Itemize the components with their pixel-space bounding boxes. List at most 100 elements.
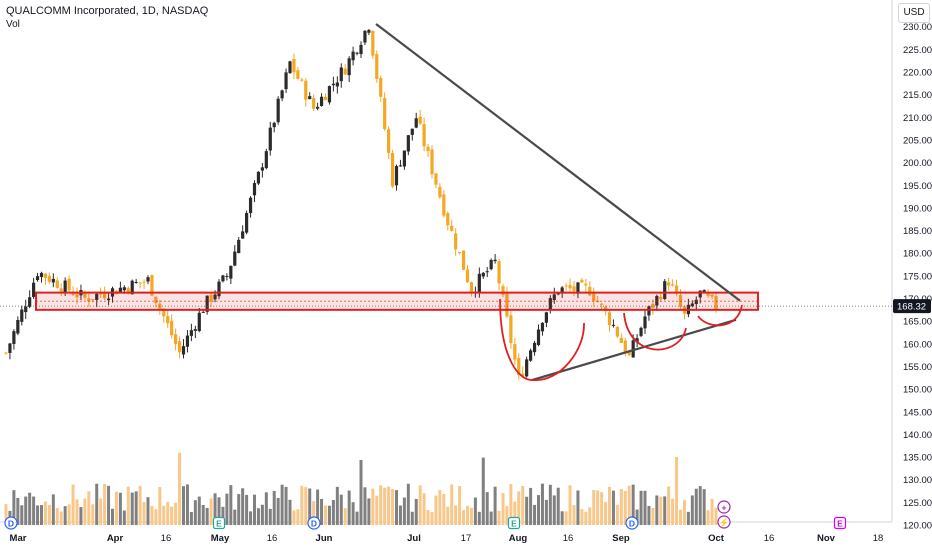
candle-body [671,284,675,286]
candle-body [209,294,213,302]
candle-body [181,346,186,355]
volume-bar [111,508,114,525]
volume-bar [47,504,51,525]
candle-body [28,297,32,307]
volume-bar [367,498,371,525]
volume-bar [552,495,556,525]
event-marker-label: E [216,518,222,528]
volume-bar [351,502,355,525]
currency-button[interactable]: USD [898,3,930,23]
volume-bar [473,497,477,525]
candle-body [252,183,257,196]
candle-body [627,351,631,356]
candle-body [517,358,521,376]
candle-body [95,293,99,300]
volume-bar [647,505,651,525]
candle-body [584,283,588,286]
candle-body [233,251,237,266]
candle-body [690,303,694,307]
volume-bar [533,504,537,525]
volume-bar [288,499,292,525]
candle-body [493,259,497,262]
volume-bar [529,487,533,525]
candle-body [248,197,253,214]
volume-bar [150,505,154,525]
volume-bar [185,484,189,525]
candle-body [544,312,548,323]
volume-bar [36,505,40,525]
volume-bar [300,485,304,525]
volume-bar [698,486,702,525]
volume-bar [418,485,422,525]
volume-bar [667,486,671,525]
volume-bar [406,483,410,525]
volume-bar [556,487,560,525]
volume-bar [221,506,225,525]
candle-body [580,279,584,283]
candle-body [166,316,170,324]
candle-body [631,340,635,358]
candle-body [694,299,698,305]
volume-bar [197,496,201,525]
volume-bar [166,502,170,525]
candle-body [710,294,714,297]
volume-bar [686,511,690,525]
candle-body [339,67,343,82]
candle-body [288,61,292,73]
price-tick-label: 185.00 [903,226,932,237]
volume-bar [560,511,564,525]
volume-bar [241,488,245,525]
volume-bar [584,511,588,525]
volume-bar [91,504,95,525]
volume-bar [99,498,103,525]
dividend-marker [4,516,18,530]
volume-bar [564,511,568,525]
candle-body [154,296,158,304]
candle-body [225,276,229,278]
price-tick-label: 125.00 [903,498,932,509]
volume-bar [458,486,462,525]
candle-body [359,44,363,55]
volume-bar [130,492,134,525]
candle-body [371,30,375,56]
volume-bar [178,452,182,525]
volume-bar [162,505,166,525]
candle-body [600,303,604,305]
volume-bar [438,490,442,525]
candle-body [422,124,426,147]
volume-bar [324,505,327,525]
candle-body [284,72,288,90]
candle-body [245,213,249,233]
volume-bar [615,504,619,525]
candle-body [75,293,79,298]
candle-body [536,329,541,346]
candle-body [564,285,568,287]
time-tick-label: Oct [708,533,725,544]
volume-bar [217,497,221,525]
candle-body [197,312,201,332]
volume-bar [312,501,316,525]
time-tick-label: 16 [563,533,574,544]
time-tick-label: 16 [161,533,172,544]
cup-curve-1 [499,298,585,381]
time-tick-label: May [211,533,230,544]
candle-body [193,329,197,331]
volume-bar [16,497,20,525]
volume-bar [134,491,138,525]
volume-bar [714,507,718,525]
volume-bar [339,494,343,525]
candle-body [438,186,442,198]
volume-bar [95,483,99,525]
volume-bar [260,504,264,525]
volume-bar [434,495,438,525]
volume-bar [517,491,521,525]
candle-body [35,276,40,281]
candle-body [651,303,655,308]
volume-bar [79,507,83,525]
candle-body [237,239,241,254]
volume-bar [391,488,395,525]
time-tick-label: Jun [316,533,333,544]
volume-bar [513,501,517,525]
volume-bar [462,510,466,525]
